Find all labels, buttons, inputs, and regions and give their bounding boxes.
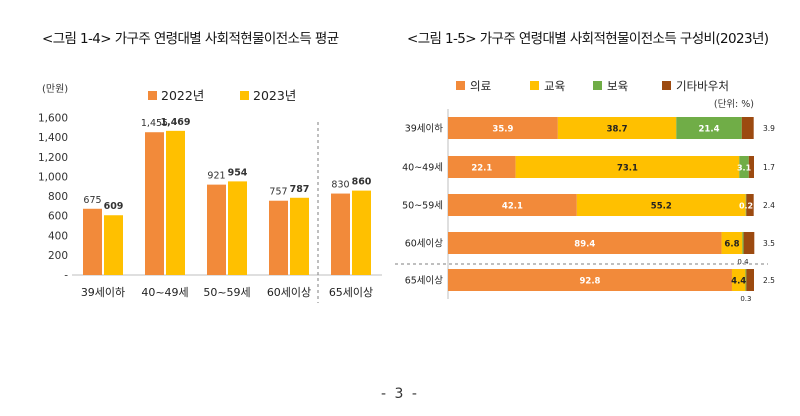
- data-label: 0.4: [737, 258, 749, 266]
- bar: [83, 208, 102, 275]
- data-label: 954: [228, 167, 248, 178]
- y-tick-label: 400: [48, 230, 68, 242]
- data-label: 787: [290, 184, 310, 195]
- bar-segment: [448, 269, 732, 291]
- data-label: 4.4: [731, 277, 746, 287]
- bar-segment: [745, 194, 747, 216]
- data-label: 757: [269, 187, 287, 198]
- y-tick-label: 600: [48, 211, 68, 223]
- data-label: 3.9: [763, 124, 775, 133]
- data-label: 35.9: [492, 125, 513, 135]
- bar: [228, 181, 247, 275]
- bar-segment: [745, 269, 747, 291]
- legend-swatch: [456, 81, 465, 90]
- y-tick-label: 200: [48, 250, 68, 262]
- data-label: 2.4: [763, 201, 775, 210]
- chart-title-left: <그림 1-4> 가구주 연령대별 사회적현물이전소득 평균: [42, 31, 339, 47]
- y-tick-label: 1,200: [38, 152, 68, 164]
- data-label: 38.7: [607, 125, 628, 135]
- bar: [331, 193, 350, 275]
- bar-segment: [731, 269, 746, 291]
- y-axis-label: (만원): [42, 83, 68, 95]
- y-tick-label: 1,000: [38, 171, 68, 183]
- y-tick-label: 65세이상: [405, 276, 444, 287]
- legend-swatch: [148, 91, 157, 100]
- bar-segment: [742, 232, 744, 254]
- legend-label: 2023년: [253, 88, 296, 103]
- y-tick-label: 60세이상: [405, 239, 444, 250]
- x-tick-label: 40~49세: [141, 286, 188, 299]
- unit-label: (단위: %): [714, 98, 754, 110]
- x-tick-label: 50~59세: [203, 286, 250, 299]
- bar-segment: [448, 156, 516, 178]
- x-tick-label: 39세이하: [81, 285, 125, 299]
- data-label: 3.5: [763, 239, 775, 248]
- y-tick-label: 1,400: [38, 132, 68, 144]
- bar-segment: [448, 194, 577, 216]
- data-label: 830: [331, 180, 349, 191]
- legend-swatch: [530, 81, 539, 90]
- legend-label: 보육: [607, 79, 628, 93]
- bar-chart-average: (만원) - 200 400 600 800 1,000 1,200 1,400 1,600 202…: [38, 83, 382, 303]
- chart-title-right: <그림 1-5> 가구주 연령대별 사회적현물이전소득 구성비(2023년): [407, 31, 769, 47]
- data-label: 1,455: [141, 118, 168, 129]
- bar: [145, 132, 164, 275]
- data-label: 42.1: [502, 202, 523, 212]
- bar-segment: [743, 232, 755, 254]
- data-label: 55.2: [651, 202, 672, 212]
- data-label: 92.8: [579, 277, 600, 287]
- y-tick-label: 1,600: [38, 113, 68, 125]
- data-label: 22.1: [471, 164, 492, 174]
- y-tick-label: 40~49세: [402, 163, 443, 174]
- bar: [104, 215, 123, 275]
- bar-segment: [748, 156, 754, 178]
- data-label: 860: [352, 177, 372, 188]
- bar-segment: [515, 156, 740, 178]
- data-label: 3.1: [737, 164, 752, 173]
- bar: [207, 184, 226, 275]
- bar-segment: [741, 117, 754, 139]
- y-tick-label: 50~59세: [402, 201, 443, 212]
- data-label: 6.8: [724, 240, 739, 250]
- legend-label: 교육: [544, 79, 565, 93]
- data-label: 675: [83, 195, 101, 206]
- bar-segment: [448, 232, 722, 254]
- bar-segment: [557, 117, 677, 139]
- data-label: 73.1: [617, 164, 638, 174]
- bar-segment: [739, 156, 749, 178]
- legend-label: 의료: [470, 79, 491, 93]
- bar-segment: [746, 194, 754, 216]
- y-tick-label: 39세이하: [405, 123, 444, 135]
- legend-swatch: [593, 81, 602, 90]
- bar: [166, 130, 185, 275]
- data-label: 609: [104, 201, 124, 212]
- bar: [290, 197, 309, 275]
- x-tick-label: 65세이상: [329, 286, 373, 299]
- legend-swatch: [662, 81, 671, 90]
- x-tick-label: 60세이상: [267, 286, 311, 299]
- legend-label: 2022년: [161, 88, 204, 103]
- data-label: 21.4: [699, 125, 720, 135]
- bar-segment: [721, 232, 743, 254]
- data-label: 2.5: [763, 276, 775, 285]
- bar-segment: [676, 117, 742, 139]
- bar-segment: [746, 269, 754, 291]
- bar-segment: [448, 117, 558, 139]
- y-tick-label: 800: [48, 191, 68, 203]
- data-label: 1.7: [763, 163, 775, 172]
- y-tick-label: -: [64, 270, 68, 282]
- legend-label: 기타바우처: [676, 79, 729, 93]
- bar: [269, 200, 288, 275]
- data-label: 89.4: [574, 240, 595, 250]
- bar-segment: [576, 194, 746, 216]
- data-label: 1,469: [160, 117, 190, 128]
- bar: [352, 190, 371, 275]
- legend-swatch: [240, 91, 249, 100]
- data-label: 921: [207, 171, 225, 182]
- stacked-bar-chart-composition: 의료 교육 보육 기타바우처 (단위: %) 39세이하 35.9 38.7 21.4 3.9 40…: [395, 79, 775, 303]
- data-label: 0.2: [739, 202, 753, 211]
- data-label: 0.3: [740, 295, 751, 303]
- page-number: - 3 -: [381, 386, 419, 402]
